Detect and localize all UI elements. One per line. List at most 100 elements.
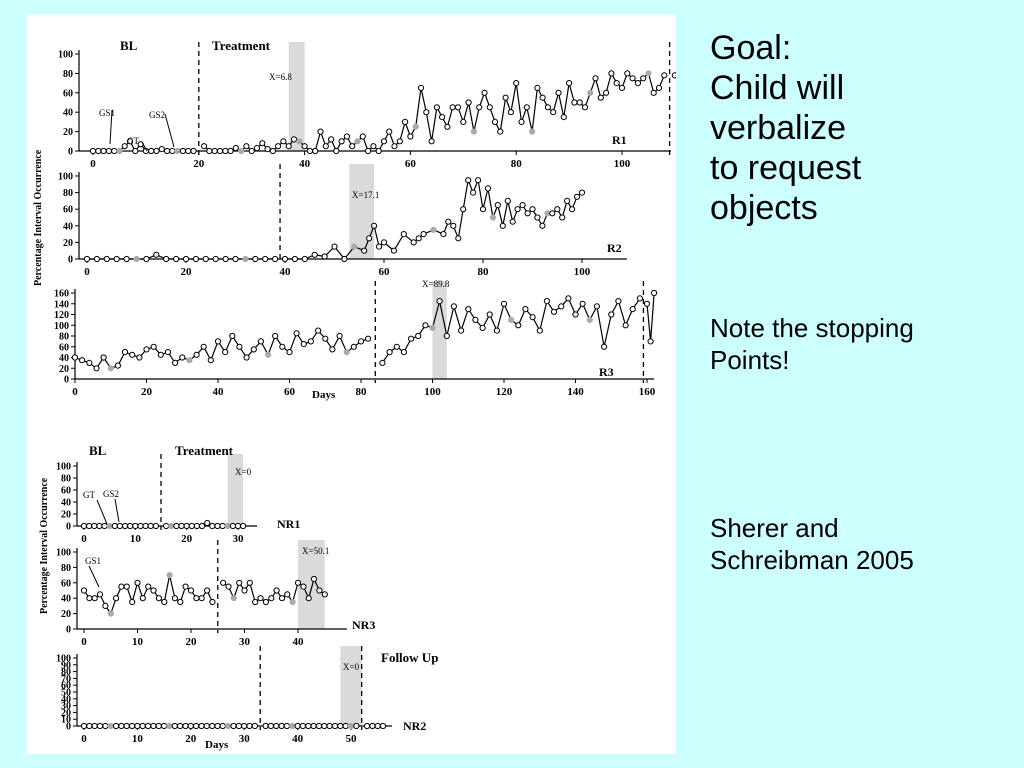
data-point bbox=[380, 239, 388, 246]
band-mean-label: X=0 bbox=[235, 467, 252, 477]
data-point bbox=[518, 118, 525, 126]
data-point bbox=[286, 349, 293, 356]
data-point bbox=[225, 722, 232, 730]
data-point bbox=[289, 722, 296, 730]
data-point bbox=[252, 598, 259, 606]
data-point bbox=[122, 522, 129, 530]
data-point bbox=[555, 89, 562, 96]
data-point bbox=[322, 143, 329, 150]
data-point bbox=[608, 70, 615, 77]
y-tick-label: 80 bbox=[61, 667, 71, 678]
data-point bbox=[235, 722, 242, 730]
data-point bbox=[343, 133, 350, 140]
data-point bbox=[281, 255, 289, 263]
data-point bbox=[573, 193, 581, 200]
panel-label: R2 bbox=[607, 241, 622, 255]
data-point bbox=[300, 341, 307, 348]
data-point bbox=[636, 295, 644, 302]
y-tick-label: 100 bbox=[54, 321, 69, 332]
x-tick-label: 60 bbox=[405, 158, 417, 170]
phase-label: Follow Up bbox=[381, 650, 438, 665]
data-point bbox=[71, 354, 79, 361]
data-point bbox=[412, 123, 419, 130]
y-tick-label: 10 bbox=[61, 715, 71, 726]
data-point bbox=[105, 147, 113, 155]
data-point bbox=[114, 362, 122, 369]
data-point bbox=[269, 147, 276, 155]
x-tick-label: 120 bbox=[496, 386, 513, 398]
data-point bbox=[299, 722, 306, 730]
x-tick-label: 80 bbox=[356, 386, 368, 398]
study-figure: X=6.8 0 20 40 60 80 100 0 20 40 60 80 100 BL Treatment… bbox=[27, 14, 676, 754]
annotation-label: GS2 bbox=[103, 489, 119, 499]
data-point bbox=[655, 84, 663, 92]
data-point bbox=[439, 114, 446, 121]
data-point bbox=[242, 255, 249, 263]
x-tick-label: 30 bbox=[239, 733, 251, 745]
treatment-band bbox=[227, 454, 244, 526]
data-point bbox=[222, 147, 229, 155]
annotation-arrow bbox=[88, 565, 100, 588]
data-point bbox=[643, 300, 651, 307]
data-point bbox=[365, 147, 372, 155]
band-mean-label: X=0 bbox=[343, 662, 360, 672]
data-point bbox=[158, 146, 165, 153]
data-point bbox=[212, 255, 219, 263]
data-point bbox=[139, 722, 146, 730]
data-point bbox=[597, 94, 604, 101]
data-point bbox=[204, 519, 211, 527]
data-point bbox=[153, 147, 160, 155]
y-tick-label: 90 bbox=[61, 660, 71, 671]
data-point bbox=[391, 143, 398, 150]
data-point bbox=[564, 197, 571, 204]
band-mean-label: X=50.1 bbox=[302, 546, 329, 556]
x-tick-label: 0 bbox=[81, 733, 87, 745]
panel-r2: X=17.1 0 20 40 60 80 100 0 20 40 60 80 100 R2 bbox=[58, 164, 627, 278]
data-point bbox=[375, 147, 382, 155]
data-point bbox=[80, 522, 88, 530]
data-point bbox=[267, 722, 274, 730]
data-point bbox=[272, 255, 279, 263]
data-point bbox=[305, 722, 312, 730]
data-point bbox=[491, 118, 499, 126]
data-point bbox=[593, 303, 601, 310]
data-point bbox=[374, 722, 381, 730]
y-tick-label: 0 bbox=[66, 625, 71, 636]
treatment-band bbox=[432, 281, 447, 379]
y-tick-label: 0 bbox=[68, 147, 73, 158]
data-point bbox=[361, 247, 368, 254]
data-point bbox=[624, 70, 631, 77]
data-point bbox=[96, 522, 103, 530]
annotation-arrow bbox=[141, 141, 148, 152]
data-point bbox=[550, 308, 558, 315]
data-point bbox=[329, 346, 336, 353]
data-point bbox=[592, 75, 599, 82]
data-point bbox=[101, 522, 108, 530]
data-point bbox=[400, 349, 407, 356]
data-point bbox=[393, 343, 400, 350]
data-point bbox=[647, 338, 654, 345]
data-point bbox=[121, 349, 129, 356]
data-point bbox=[246, 579, 253, 586]
stopping-note: Note the stopping Points! bbox=[710, 313, 914, 375]
data-point bbox=[278, 722, 285, 730]
data-point bbox=[126, 138, 134, 145]
data-point bbox=[363, 722, 371, 730]
x-tick-label: 30 bbox=[233, 533, 245, 545]
data-point bbox=[150, 722, 157, 730]
x-tick-label: 40 bbox=[280, 266, 292, 278]
data-point bbox=[497, 128, 504, 135]
data-point bbox=[80, 722, 88, 730]
data-point bbox=[240, 522, 247, 530]
data-point bbox=[342, 722, 349, 730]
data-point bbox=[100, 147, 107, 155]
data-point bbox=[171, 722, 178, 730]
data-point bbox=[86, 595, 93, 602]
data-point bbox=[369, 722, 376, 730]
data-point bbox=[214, 338, 222, 345]
data-point bbox=[148, 147, 155, 155]
data-point bbox=[475, 177, 482, 184]
data-point bbox=[229, 522, 236, 530]
annotation-label: GS1 bbox=[85, 556, 101, 566]
